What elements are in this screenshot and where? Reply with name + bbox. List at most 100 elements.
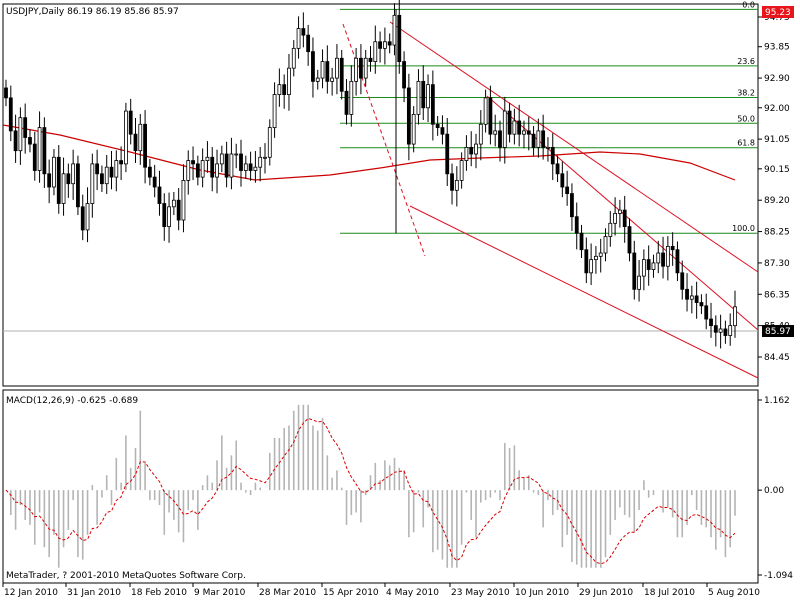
candle-body <box>296 28 301 49</box>
candle-body <box>368 57 373 62</box>
candle-body <box>646 259 651 270</box>
candle-body <box>459 160 464 181</box>
candle-body <box>382 41 387 49</box>
candle-body <box>119 160 124 165</box>
candle-body <box>147 166 152 178</box>
candle-body <box>42 127 47 175</box>
fib-level-label: 50.0 <box>737 114 755 123</box>
candle-body <box>320 61 325 79</box>
candle-body <box>114 160 119 178</box>
high-price-tag-bg <box>762 6 794 18</box>
candle-body <box>613 213 617 224</box>
candle-body <box>13 130 18 152</box>
candle-body <box>474 143 478 155</box>
candle-body <box>478 123 483 145</box>
candle-body <box>378 41 382 49</box>
candle-body <box>498 130 502 148</box>
candle-body <box>488 97 493 135</box>
candle-body <box>124 110 128 165</box>
price-tick-label: 87.30 <box>764 259 790 269</box>
macd-tick-label: 1.162 <box>764 396 790 406</box>
candle-body <box>224 153 229 178</box>
candle-body <box>565 186 570 195</box>
current-price-tag-bg <box>762 325 794 337</box>
moving-average-line <box>2 124 736 181</box>
candle-body <box>526 130 531 135</box>
candle-body <box>219 153 224 165</box>
candle-body <box>354 57 359 82</box>
time-tick-label: 15 Apr 2010 <box>323 588 379 598</box>
trendline-upper <box>389 21 759 273</box>
candle-body <box>594 255 598 261</box>
candle-body <box>157 186 162 204</box>
current-price-tag: 85.97 <box>765 327 791 337</box>
candle-body <box>445 133 450 175</box>
price-tick-label: 92.00 <box>764 104 790 114</box>
candle-body <box>176 199 181 221</box>
candle-body <box>709 318 713 327</box>
candle-body <box>200 160 205 178</box>
candle-body <box>464 146 469 161</box>
candle-body <box>373 41 378 62</box>
candle-body <box>315 77 320 82</box>
time-tick-label: 29 Jun 2010 <box>579 588 633 598</box>
fib-level-label: 23.6 <box>737 57 755 66</box>
fib-level-label: 38.2 <box>737 89 755 98</box>
candle-body <box>344 90 349 115</box>
candle-body <box>104 166 109 185</box>
candle-body <box>76 163 80 208</box>
candle-body <box>18 117 23 152</box>
price-panel-frame <box>2 3 759 387</box>
price-tick-label: 91.05 <box>764 135 790 145</box>
time-tick-label: 5 Aug 2010 <box>708 588 760 598</box>
candle-body <box>502 110 507 148</box>
candle-body <box>699 302 704 307</box>
candle-body <box>608 222 613 237</box>
price-tick-label: 90.15 <box>764 165 790 175</box>
candle-body <box>339 57 344 92</box>
time-tick-label: 4 May 2010 <box>386 588 439 598</box>
time-tick-label: 18 Jul 2010 <box>644 588 695 598</box>
candle-body <box>435 123 440 128</box>
candle-body <box>210 156 215 178</box>
candle-body <box>80 206 85 231</box>
candle-body <box>100 173 104 185</box>
price-tick-label: 88.25 <box>764 228 790 238</box>
candle-body <box>4 87 8 99</box>
candle-body <box>426 84 430 109</box>
candle-body <box>37 127 42 171</box>
candle-body <box>402 61 406 89</box>
candle-body <box>632 252 637 290</box>
candle-body <box>560 173 565 188</box>
candle-body <box>387 41 392 46</box>
candle-body <box>239 153 243 171</box>
candle-body <box>359 57 363 79</box>
candle-body <box>167 206 171 228</box>
candle-body <box>603 236 608 254</box>
candle-body <box>267 127 272 158</box>
candle-body <box>627 226 632 254</box>
candle-body <box>637 275 641 290</box>
fib-level-label: 100.0 <box>732 224 755 233</box>
candlesticks <box>4 0 737 349</box>
candle-body <box>205 156 210 161</box>
candle-body <box>680 272 685 290</box>
candle-body <box>694 295 699 303</box>
candle-body <box>287 67 291 95</box>
candle-body <box>282 84 287 95</box>
candle-body <box>325 61 330 82</box>
candle-body <box>143 123 147 168</box>
candle-body <box>584 249 589 274</box>
candle-body <box>675 249 680 274</box>
candle-body <box>363 57 368 79</box>
time-axis: 12 Jan 2010 31 Jan 2010 18 Feb 2010 9 Mar 2… <box>2 583 760 598</box>
candle-body <box>440 127 445 135</box>
candle-body <box>47 173 52 188</box>
candle-body <box>330 77 335 82</box>
candle-body <box>622 209 627 228</box>
candle-body <box>128 110 133 135</box>
candle-body <box>152 176 157 188</box>
candle-body <box>85 203 90 231</box>
candle-body <box>517 120 522 135</box>
symbol-header: USDJPY,Daily 86.19 86.19 85.86 85.97 <box>6 7 179 17</box>
